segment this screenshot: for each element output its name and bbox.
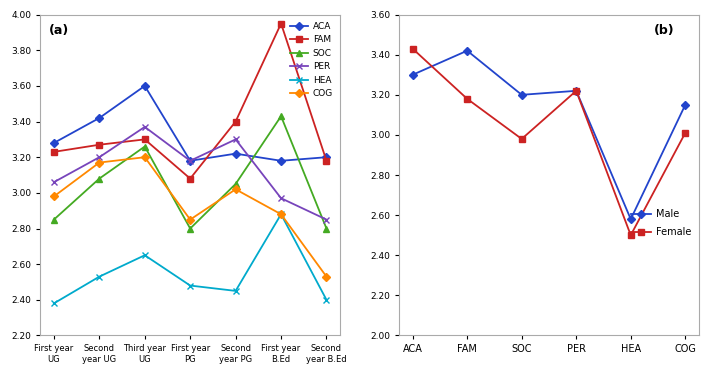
Male	[681, 103, 689, 107]
FAM	[50, 150, 58, 154]
SOC	[231, 182, 240, 186]
Female	[463, 97, 471, 101]
Line: ACA: ACA	[51, 83, 329, 164]
Male	[408, 72, 417, 77]
HEA	[141, 253, 149, 258]
PER	[50, 180, 58, 184]
FAM	[186, 176, 195, 181]
Legend: ACA, FAM, SOC, PER, HEA, COG: ACA, FAM, SOC, PER, HEA, COG	[288, 19, 336, 101]
Line: Male: Male	[410, 48, 688, 222]
Text: (a): (a)	[49, 24, 70, 37]
Line: PER: PER	[51, 124, 329, 222]
FAM	[322, 159, 331, 163]
ACA	[50, 141, 58, 145]
COG	[141, 155, 149, 159]
Text: (b): (b)	[654, 24, 674, 37]
Female	[681, 130, 689, 135]
COG	[277, 212, 285, 216]
ACA	[141, 84, 149, 88]
ACA	[231, 152, 240, 156]
HEA	[95, 274, 104, 279]
ACA	[186, 159, 195, 163]
Line: HEA: HEA	[51, 211, 329, 306]
PER	[95, 155, 104, 159]
Female	[518, 137, 526, 141]
COG	[50, 194, 58, 199]
PER	[186, 159, 195, 163]
SOC	[50, 217, 58, 222]
HEA	[277, 212, 285, 216]
FAM	[277, 21, 285, 26]
HEA	[186, 283, 195, 288]
PER	[277, 196, 285, 201]
COG	[322, 274, 331, 279]
COG	[231, 187, 240, 192]
Legend: Male, Female: Male, Female	[628, 206, 694, 240]
Line: SOC: SOC	[51, 113, 329, 231]
Line: FAM: FAM	[51, 21, 329, 182]
Line: Female: Female	[410, 46, 688, 238]
Male	[572, 88, 581, 93]
COG	[186, 217, 195, 222]
FAM	[95, 142, 104, 147]
SOC	[141, 144, 149, 149]
PER	[231, 137, 240, 142]
HEA	[231, 289, 240, 293]
ACA	[277, 159, 285, 163]
Male	[463, 48, 471, 53]
Line: COG: COG	[51, 154, 329, 279]
ACA	[322, 155, 331, 159]
SOC	[277, 114, 285, 118]
SOC	[186, 226, 195, 231]
HEA	[50, 301, 58, 306]
HEA	[322, 297, 331, 302]
Female	[572, 88, 581, 93]
FAM	[141, 137, 149, 142]
Male	[626, 217, 635, 221]
PER	[322, 217, 331, 222]
PER	[141, 124, 149, 129]
Female	[408, 46, 417, 51]
Male	[518, 93, 526, 97]
ACA	[95, 116, 104, 120]
Female	[626, 233, 635, 237]
FAM	[231, 119, 240, 124]
SOC	[95, 176, 104, 181]
COG	[95, 160, 104, 165]
SOC	[322, 226, 331, 231]
